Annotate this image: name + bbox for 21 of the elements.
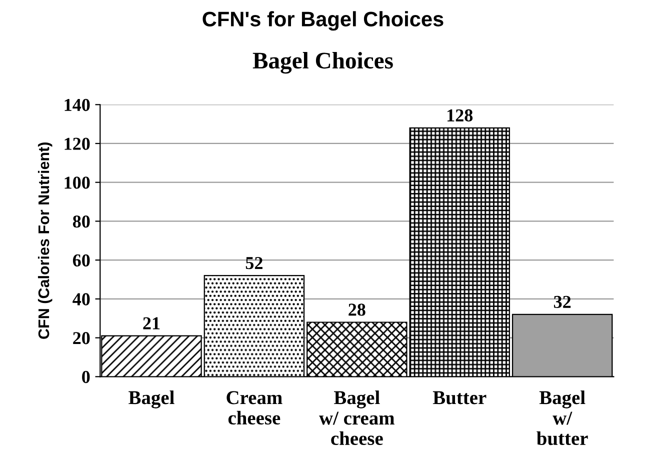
- y-axis-title: CFN (Calories For Nutrient): [38, 142, 52, 339]
- y-tick-label: 80: [72, 215, 90, 228]
- data-label: 128: [448, 109, 473, 122]
- y-tick-label: 60: [72, 254, 90, 267]
- y-tick-label: 100: [64, 176, 90, 189]
- x-tick-label: Bagel w/ butter: [536, 390, 588, 446]
- y-tick-label: 120: [64, 138, 90, 150]
- y-tick-label: 0: [82, 370, 90, 384]
- x-tick-label: Butter: [432, 391, 486, 404]
- chart-subtitle: Bagel Choices: [252, 52, 393, 74]
- y-tick-label: 40: [72, 293, 90, 306]
- data-label: 32: [554, 296, 571, 308]
- x-tick-label: Bagel: [128, 390, 174, 408]
- data-label: 21: [143, 317, 160, 330]
- y-tick-label: 20: [73, 332, 90, 344]
- data-label: 28: [348, 304, 366, 316]
- data-label: 52: [246, 257, 262, 270]
- x-tick-label: Bagel w/ cream cheese: [319, 390, 394, 446]
- chart-title: CFN's for Bagel Choices: [202, 11, 444, 31]
- y-tick-label: 140: [64, 98, 90, 112]
- x-tick-label: Cream cheese: [226, 391, 282, 425]
